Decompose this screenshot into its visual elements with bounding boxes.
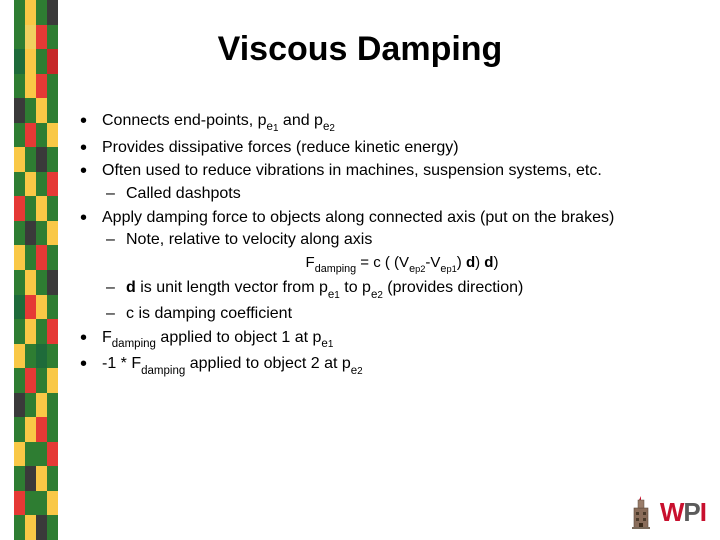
stripe-row bbox=[14, 515, 58, 540]
sub-list: Called dashpots bbox=[102, 183, 700, 205]
sub-item: c is damping coefficient bbox=[102, 303, 700, 325]
bullet-text: Often used to reduce vibrations in machi… bbox=[102, 162, 602, 179]
bullet-list: Connects end-points, pe1 and pe2 Provides… bbox=[80, 110, 700, 378]
sub-item: Note, relative to velocity along axisFda… bbox=[102, 229, 700, 275]
bullet-text: -1 * Fdamping applied to object 2 at pe2 bbox=[102, 355, 363, 372]
sub-item: Called dashpots bbox=[102, 183, 700, 205]
bullet-text: Apply damping force to objects along con… bbox=[102, 209, 614, 226]
stripe-row bbox=[14, 270, 58, 295]
logo-text: WPI bbox=[660, 497, 706, 528]
bullet-item: Connects end-points, pe1 and pe2 bbox=[80, 110, 700, 135]
stripe-row bbox=[14, 74, 58, 99]
bullet-text: Provides dissipative forces (reduce kine… bbox=[102, 139, 459, 156]
stripe-row bbox=[14, 319, 58, 344]
formula: Fdamping = c ( (Vep2-Vep1) d) d) bbox=[104, 253, 700, 276]
bullet-item: Provides dissipative forces (reduce kine… bbox=[80, 137, 700, 159]
slide-title: Viscous Damping bbox=[0, 30, 720, 69]
stripe-row bbox=[14, 123, 58, 148]
stripe-row bbox=[14, 295, 58, 320]
bullet-item: Apply damping force to objects along con… bbox=[80, 207, 700, 325]
stripe-row bbox=[14, 98, 58, 123]
sub-item: d is unit length vector from pe1 to pe2 … bbox=[102, 277, 700, 302]
decorative-stripe bbox=[14, 0, 58, 540]
stripe-row bbox=[14, 491, 58, 516]
bullet-text: Connects end-points, pe1 and pe2 bbox=[102, 112, 335, 129]
sub-list: Note, relative to velocity along axisFda… bbox=[102, 229, 700, 324]
bullet-text: Fdamping applied to object 1 at pe1 bbox=[102, 329, 333, 346]
logo-building-icon bbox=[626, 494, 656, 530]
stripe-row bbox=[14, 0, 58, 25]
stripe-row bbox=[14, 466, 58, 491]
stripe-row bbox=[14, 442, 58, 467]
slide-body: Connects end-points, pe1 and pe2 Provides… bbox=[80, 110, 700, 380]
stripe-row bbox=[14, 245, 58, 270]
bullet-item: Fdamping applied to object 1 at pe1 bbox=[80, 327, 700, 352]
stripe-row bbox=[14, 196, 58, 221]
stripe-row bbox=[14, 368, 58, 393]
bullet-item: -1 * Fdamping applied to object 2 at pe2 bbox=[80, 353, 700, 378]
stripe-row bbox=[14, 344, 58, 369]
bullet-item: Often used to reduce vibrations in machi… bbox=[80, 160, 700, 204]
stripe-row bbox=[14, 221, 58, 246]
stripe-row bbox=[14, 417, 58, 442]
wpi-logo: WPI bbox=[626, 494, 706, 530]
stripe-row bbox=[14, 393, 58, 418]
stripe-row bbox=[14, 172, 58, 197]
stripe-row bbox=[14, 147, 58, 172]
